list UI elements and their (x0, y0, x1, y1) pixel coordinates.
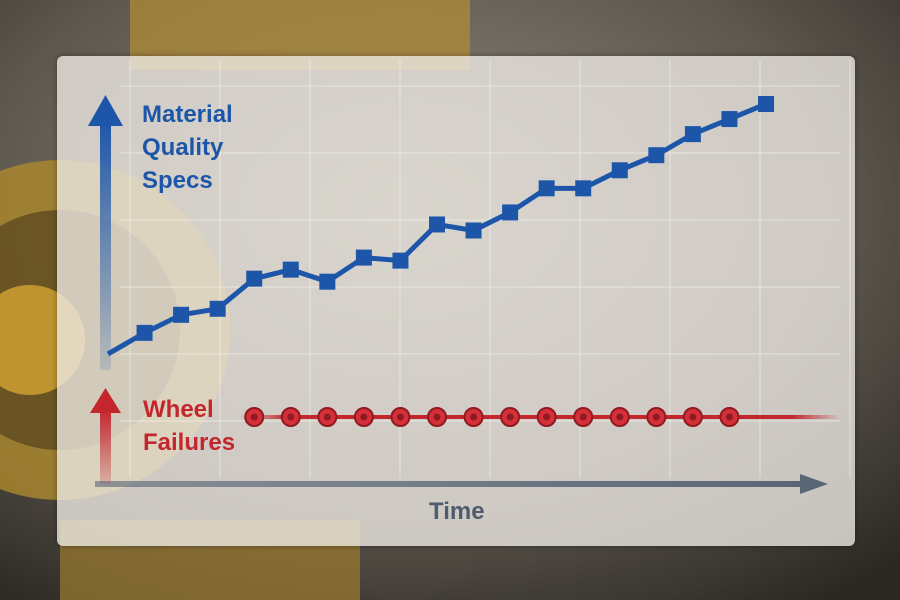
failure-point-center (579, 413, 587, 421)
failure-axis-label: Wheel Failures (143, 393, 235, 459)
quality-point (684, 126, 701, 143)
quality-label-line-2: Quality (142, 134, 224, 161)
quality-point (465, 222, 482, 239)
failure-point-center (433, 413, 441, 421)
quality-point (538, 180, 555, 197)
failure-axis-arrowhead (90, 388, 121, 413)
quality-point (282, 261, 299, 278)
failure-point-center (543, 413, 551, 421)
failure-axis-shaft (100, 408, 111, 484)
quality-point (209, 300, 226, 317)
quality-axis-arrowhead (88, 95, 123, 126)
quality-point (246, 270, 263, 287)
failure-label-line-1: Wheel (143, 396, 214, 423)
quality-point (173, 306, 190, 323)
failure-point-center (323, 413, 331, 421)
failure-point-center (287, 413, 295, 421)
quality-point (611, 162, 628, 179)
x-axis-label: Time (429, 498, 485, 525)
series-layer (106, 96, 774, 427)
failure-point-center (616, 413, 624, 421)
failure-point-center (689, 413, 697, 421)
failure-point-center (652, 413, 660, 421)
quality-point (721, 111, 738, 128)
quality-point (319, 273, 336, 290)
quality-label-line-3: Specs (142, 167, 213, 194)
failure-point-center (470, 413, 478, 421)
time-axis (95, 474, 828, 494)
quality-point (136, 324, 153, 341)
quality-axis (88, 95, 123, 370)
quality-axis-shaft (100, 120, 111, 370)
quality-axis-label: Material Quality Specs (142, 98, 233, 197)
quality-point (429, 216, 445, 233)
quality-point (575, 180, 592, 197)
failure-axis (90, 388, 121, 484)
quality-point (758, 96, 774, 112)
failure-point-center (360, 413, 368, 421)
quality-point (502, 204, 519, 221)
failure-point-center (725, 413, 733, 421)
quality-point (355, 249, 372, 266)
failure-label-line-2: Failures (143, 429, 236, 456)
failure-point-center (396, 413, 404, 421)
failure-point-center (506, 413, 514, 421)
time-axis-shaft (95, 481, 805, 487)
quality-label-line-1: Material (142, 101, 233, 128)
quality-point (648, 147, 665, 164)
time-axis-arrowhead (800, 474, 828, 494)
chart-panel (57, 56, 855, 546)
quality-point (392, 252, 409, 269)
failure-point-center (250, 413, 258, 421)
